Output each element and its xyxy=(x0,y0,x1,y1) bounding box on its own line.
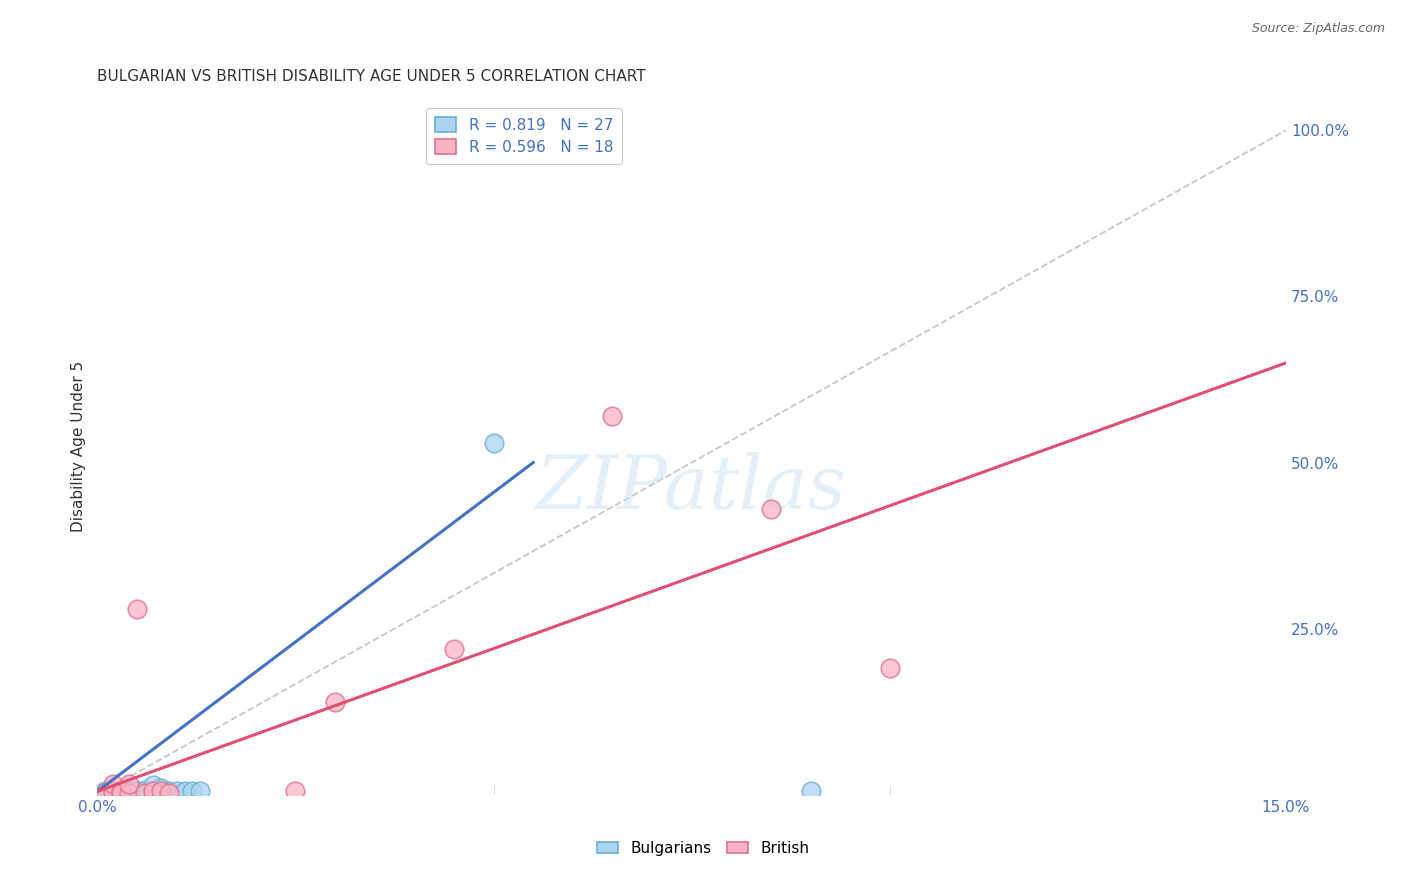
Point xyxy=(157,786,180,800)
Point xyxy=(134,786,156,800)
Legend: R = 0.819   N = 27, R = 0.596   N = 18: R = 0.819 N = 27, R = 0.596 N = 18 xyxy=(426,108,623,164)
Text: ZIPatlas: ZIPatlas xyxy=(536,451,848,524)
Point xyxy=(142,783,165,797)
Point xyxy=(284,784,307,798)
Point xyxy=(110,785,132,799)
Point xyxy=(134,783,156,797)
Point xyxy=(110,784,132,798)
Point xyxy=(103,777,125,791)
Point xyxy=(323,695,346,709)
Legend: Bulgarians, British: Bulgarians, British xyxy=(591,835,815,862)
Point xyxy=(103,786,125,800)
Point xyxy=(94,785,117,799)
Text: Source: ZipAtlas.com: Source: ZipAtlas.com xyxy=(1251,22,1385,36)
Point xyxy=(118,784,141,798)
Point xyxy=(142,778,165,792)
Point xyxy=(443,641,465,656)
Point xyxy=(125,601,148,615)
Point xyxy=(149,783,172,797)
Point xyxy=(103,785,125,799)
Point xyxy=(103,784,125,798)
Point xyxy=(181,784,204,798)
Point xyxy=(110,783,132,797)
Point xyxy=(602,409,624,423)
Point xyxy=(134,784,156,798)
Point xyxy=(879,661,901,675)
Point xyxy=(94,786,117,800)
Point xyxy=(110,784,132,798)
Point xyxy=(94,786,117,800)
Point xyxy=(166,784,188,798)
Point xyxy=(118,777,141,791)
Point xyxy=(110,786,132,800)
Point xyxy=(482,435,505,450)
Y-axis label: Disability Age Under 5: Disability Age Under 5 xyxy=(72,360,86,532)
Point xyxy=(759,502,782,516)
Point xyxy=(94,784,117,798)
Point xyxy=(173,783,195,797)
Point xyxy=(799,784,821,798)
Point xyxy=(118,785,141,799)
Point xyxy=(118,786,141,800)
Point xyxy=(157,784,180,798)
Point xyxy=(142,784,165,798)
Point xyxy=(125,783,148,797)
Text: BULGARIAN VS BRITISH DISABILITY AGE UNDER 5 CORRELATION CHART: BULGARIAN VS BRITISH DISABILITY AGE UNDE… xyxy=(97,69,645,84)
Point xyxy=(149,780,172,795)
Point xyxy=(118,783,141,797)
Point xyxy=(103,785,125,799)
Point xyxy=(190,784,212,798)
Point xyxy=(149,784,172,798)
Point xyxy=(125,784,148,798)
